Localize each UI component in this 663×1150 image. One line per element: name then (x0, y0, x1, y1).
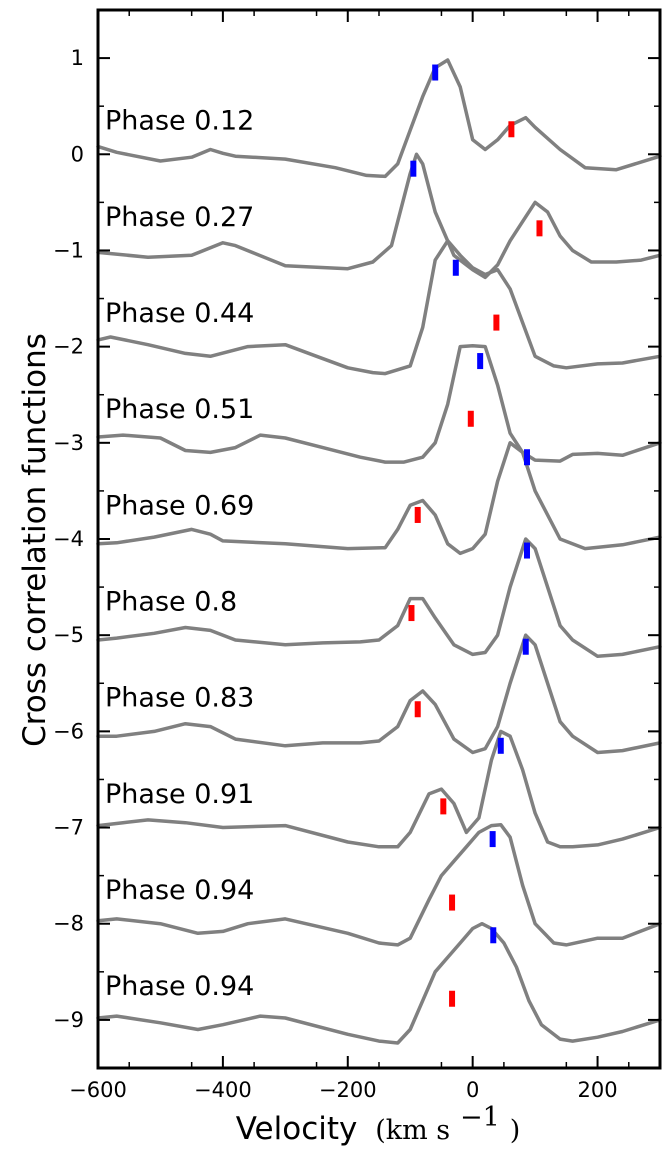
ccf-line-2 (96, 239, 662, 376)
primary-marker-0 (432, 64, 439, 81)
secondary-marker-6 (414, 701, 421, 718)
y-tick-label: −3 (53, 431, 84, 455)
phase-label-6: Phase 0.83 (105, 683, 254, 714)
ccf-line-8 (96, 822, 662, 947)
y-axis-title: Cross correlation functions (17, 333, 53, 747)
y-tick-label: −2 (53, 335, 84, 359)
primary-marker-8 (489, 831, 496, 848)
y-tick-label: 1 (71, 46, 84, 70)
secondary-marker-7 (440, 798, 447, 815)
phase-label-5: Phase 0.8 (105, 587, 237, 618)
ccf-line-1 (96, 152, 662, 280)
secondary-marker-1 (536, 220, 543, 237)
phase-label-4: Phase 0.69 (105, 490, 254, 521)
y-tick-label: −6 (53, 719, 84, 743)
phase-label-8: Phase 0.94 (105, 875, 254, 906)
ccf-line-5 (96, 537, 662, 659)
y-tick-label: −1 (53, 238, 84, 262)
secondary-marker-3 (467, 410, 474, 427)
phase-label-7: Phase 0.91 (105, 779, 254, 810)
phase-label-9: Phase 0.94 (105, 971, 254, 1002)
primary-marker-6 (522, 638, 529, 655)
x-axis-label: Velocity (236, 1111, 358, 1147)
x-tick-label: 0 (466, 1078, 479, 1102)
primary-marker-3 (477, 353, 484, 370)
ccf-line-6 (96, 633, 662, 755)
y-tick-label: −5 (53, 623, 84, 647)
secondary-marker-9 (449, 990, 456, 1007)
primary-marker-2 (452, 259, 459, 276)
x-axis-unit: (km s (375, 1115, 450, 1146)
y-tick-label: −8 (53, 912, 84, 936)
secondary-marker-5 (408, 605, 415, 622)
primary-marker-5 (523, 542, 530, 559)
y-tick-label: −4 (53, 527, 84, 551)
secondary-marker-4 (414, 506, 421, 523)
ccf-line-3 (96, 343, 662, 464)
secondary-marker-0 (508, 121, 515, 138)
x-tick-label: −200 (319, 1078, 377, 1102)
primary-marker-9 (490, 927, 497, 944)
phase-label-0: Phase 0.12 (105, 106, 254, 137)
ccf-line-4 (96, 441, 662, 556)
secondary-marker-8 (449, 894, 456, 911)
x-axis-unit-exponent: −1 (460, 1102, 500, 1133)
y-tick-label: 0 (71, 142, 84, 166)
phase-labels: Phase 0.12 Phase 0.27 Phase 0.44 Phase 0.51… (105, 106, 254, 1003)
axis-ticks: −600 −400 −200 0 200 1 0 −1 −2 −3 −4 −5 −6 −7 −8 −9 (53, 10, 660, 1102)
ccf-line-7 (96, 729, 662, 849)
phase-label-2: Phase 0.44 (105, 298, 254, 329)
phase-label-1: Phase 0.27 (105, 202, 254, 233)
phase-label-3: Phase 0.51 (105, 394, 254, 425)
velocity-markers (408, 64, 543, 1007)
primary-marker-7 (497, 737, 504, 754)
ccf-line-9 (96, 921, 662, 1045)
primary-marker-1 (410, 160, 417, 177)
plot-frame (96, 8, 662, 1070)
secondary-marker-2 (493, 314, 500, 331)
series-lines (96, 58, 662, 1045)
x-tick-label: −400 (194, 1078, 252, 1102)
x-tick-label: −600 (69, 1078, 127, 1102)
primary-marker-4 (523, 449, 530, 466)
ccf-line-0 (96, 58, 662, 179)
x-axis-unit-close: ) (510, 1115, 521, 1146)
y-tick-label: −7 (53, 816, 84, 840)
x-axis-title: Velocity (km s −1 ) (236, 1098, 520, 1147)
y-tick-label: −9 (53, 1008, 84, 1032)
x-tick-label: 200 (578, 1078, 618, 1102)
